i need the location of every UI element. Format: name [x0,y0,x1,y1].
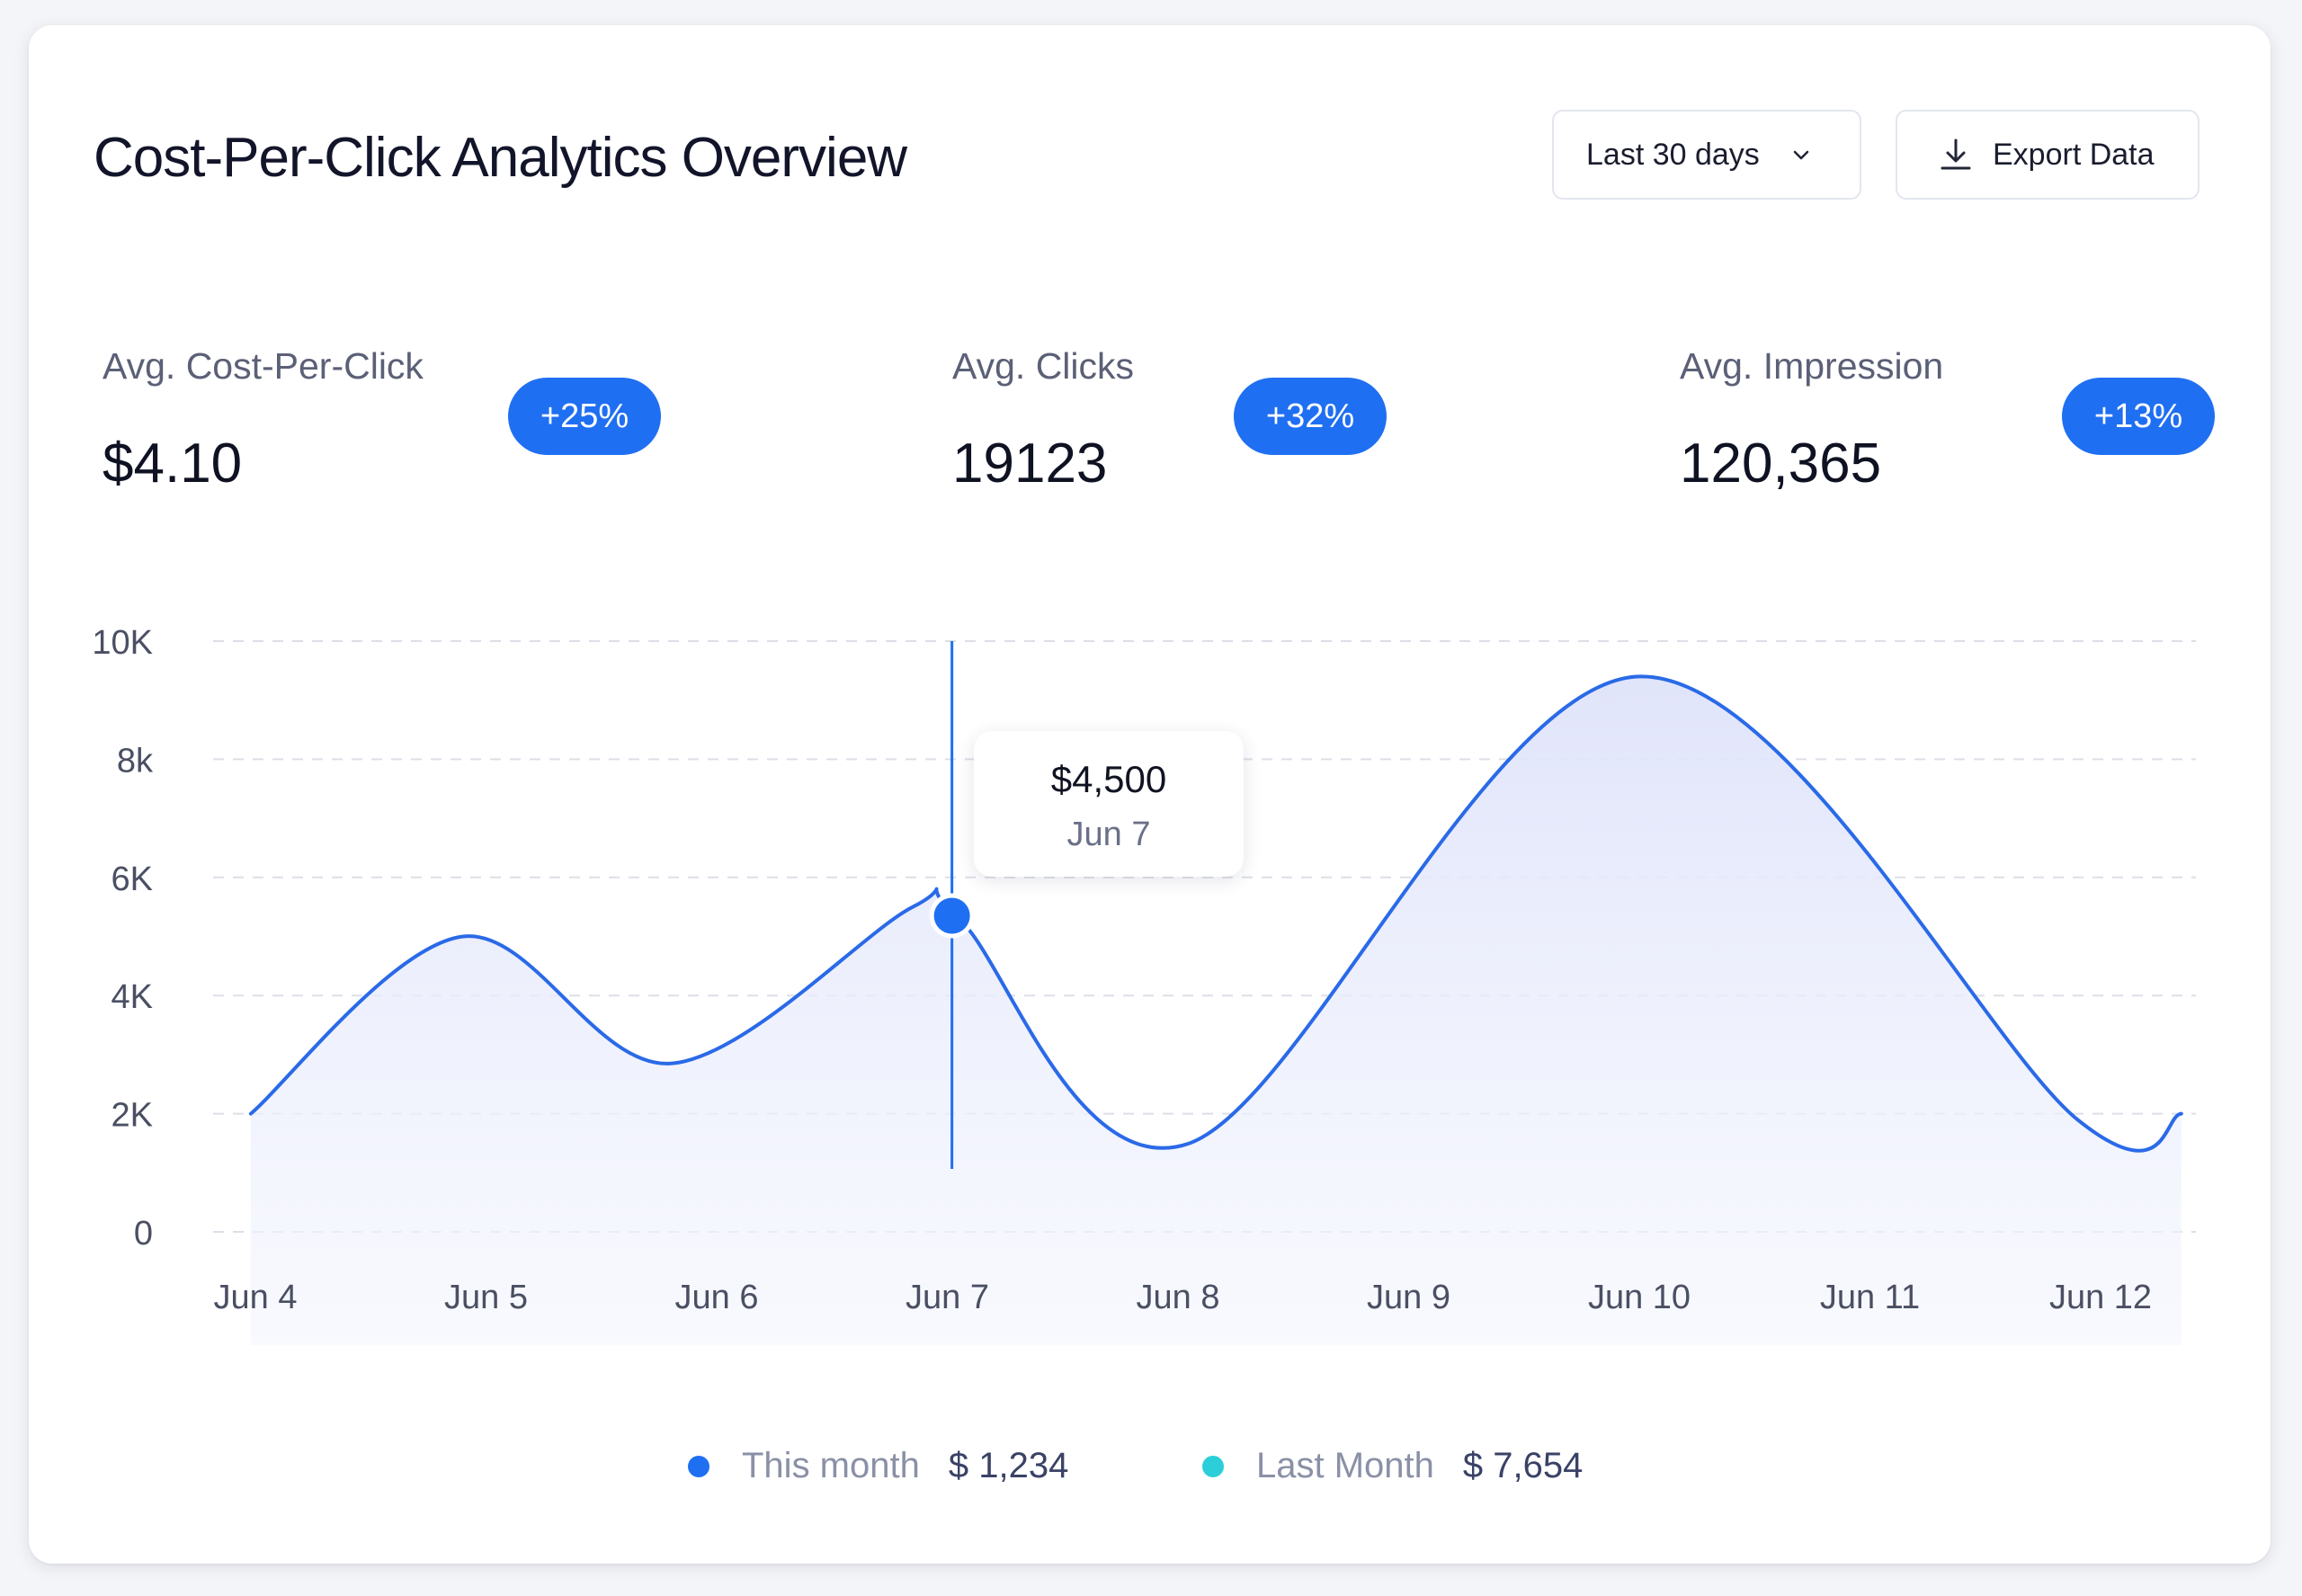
legend-dot-this-month [688,1455,709,1477]
tooltip-date: Jun 7 [1066,816,1151,853]
stat-change-badge-clicks: +32% [1234,378,1387,455]
legend-name-this-month: This month [742,1446,920,1485]
legend-name-last-month: Last Month [1256,1446,1434,1485]
stat-label-cpc: Avg. Cost-Per-Click [103,345,424,387]
x-tick-label: Jun 9 [1367,1279,1450,1316]
y-tick-label: 10K [92,624,153,662]
legend-value-last-month: $ 7,654 [1462,1446,1584,1485]
stat-label-clicks: Avg. Clicks [952,345,1135,387]
download-icon [1941,138,1971,170]
stat-value-clicks: 19123 [952,432,1108,495]
stat-label-impression: Avg. Impression [1680,345,1944,387]
series-line-this-month [248,674,2183,1153]
highlight-point[interactable] [933,897,970,934]
legend-dot-last-month [1202,1455,1224,1477]
chart-tooltip: $4,500 Jun 7 [974,731,1244,877]
x-tick-label: Jun 6 [675,1279,759,1316]
y-tick-label: 2K [112,1097,153,1135]
date-range-label: Last 30 days [1586,137,1760,172]
stat-change-badge-impression: +13% [2062,378,2215,455]
export-data-button[interactable]: Export Data [1896,110,2199,200]
stat-value-impression: 120,365 [1680,432,1882,495]
y-tick-label: 8k [117,742,154,780]
export-data-label: Export Data [1993,137,2155,172]
x-tick-label: Jun 8 [1137,1279,1220,1316]
area-fill [250,676,2182,1345]
cpc-area-chart: 0 2K 4K 6K 8k 10K Jun 4 Jun 5 Jun 6 Jun 7 Jun 8 Jun… [92,624,2196,1345]
x-tick-label: Jun 4 [214,1279,298,1316]
y-tick-label: 4K [112,978,153,1016]
legend-item-last-month[interactable]: Last Month $ 7,654 [1202,1446,1583,1486]
legend-value-this-month: $ 1,234 [948,1446,1069,1485]
stat-value-cpc: $4.10 [103,432,243,495]
analytics-card: Cost-Per-Click Analytics Overview Last 3… [29,25,2271,1564]
x-tick-label: Jun 12 [2049,1279,2152,1316]
date-range-dropdown[interactable]: Last 30 days [1552,110,1861,200]
page-title: Cost-Per-Click Analytics Overview [94,127,907,189]
y-tick-label: 6K [112,860,153,898]
y-tick-label: 0 [134,1215,153,1253]
stat-change-badge-cpc: +25% [508,378,661,455]
x-tick-label: Jun 10 [1588,1279,1691,1316]
x-tick-label: Jun 7 [906,1279,989,1316]
chevron-down-icon [1793,150,1809,160]
x-tick-label: Jun 5 [444,1279,528,1316]
legend-item-this-month[interactable]: This month $ 1,234 [688,1446,1068,1486]
tooltip-value: $4,500 [1050,758,1167,800]
x-tick-label: Jun 11 [1820,1279,1920,1316]
